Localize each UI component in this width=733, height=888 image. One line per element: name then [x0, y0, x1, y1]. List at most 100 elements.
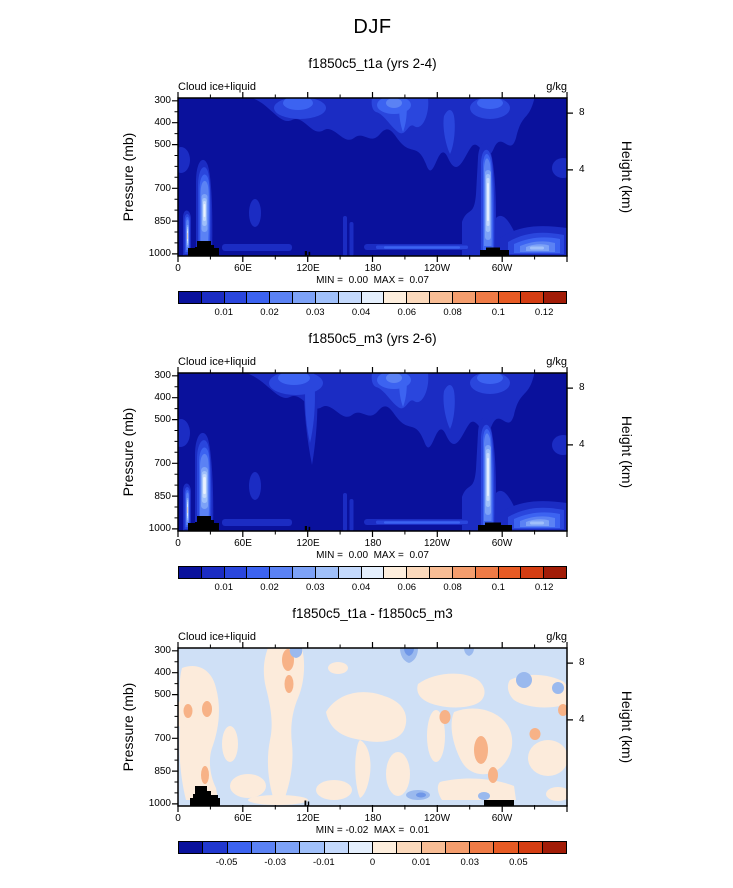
positive-strong-spots	[183, 649, 567, 784]
colorbar-box	[250, 842, 275, 853]
height-axis-title: Height (km)	[619, 690, 635, 764]
colorbar-box	[337, 292, 361, 303]
colorbar-box	[179, 292, 201, 303]
panel1-contour-field	[178, 98, 567, 256]
colorbar-box	[299, 842, 324, 853]
panel2-colorbar	[178, 566, 567, 579]
colorbar-box	[469, 842, 494, 853]
main-title: DJF	[353, 16, 392, 38]
panel3-subtitle: f1850c5_t1a - f1850c5_m3	[292, 606, 453, 621]
colorbar-box	[246, 567, 270, 578]
panel2-contour-field	[178, 373, 567, 531]
colorbar-box	[451, 292, 475, 303]
x-tick-label: 60W	[491, 538, 513, 549]
colorbar-label: 0.08	[443, 307, 462, 318]
panel3-field-label: Cloud ice+liquid	[178, 631, 256, 643]
colorbar-label: 0.06	[397, 307, 417, 318]
x-tick-label: 60W	[491, 263, 513, 274]
pressure-tick-label: 400	[154, 667, 171, 679]
panel2-subtitle: f1850c5_m3 (yrs 2-6)	[308, 331, 437, 346]
colorbar-label: 0.03	[306, 582, 325, 593]
topography-mask	[188, 516, 512, 531]
pressure-tick-label: 500	[154, 414, 171, 426]
colorbar-box	[179, 567, 201, 578]
colorbar-box	[497, 292, 521, 303]
panel3-colorbar-labels: -0.05 -0.03 -0.01 0 0.01 0.03 0.05	[178, 857, 567, 869]
panel2-min-max-label: MIN = 0.00 MAX = 0.07	[316, 550, 429, 561]
x-tick-label: 180	[364, 538, 382, 549]
pressure-tick-label: 300	[154, 645, 171, 657]
pressure-tick-label: 300	[154, 370, 171, 382]
x-tick-label: 0	[175, 813, 181, 824]
colorbar-box	[474, 567, 498, 578]
colorbar-label: 0.08	[443, 582, 462, 593]
colorbar-box	[269, 567, 293, 578]
panel1-colorbar-labels: 0.01 0.02 0.03 0.04 0.06 0.08 0.1 0.12	[178, 307, 567, 319]
x-tick-label: 180	[364, 813, 382, 824]
topography-mask	[188, 241, 509, 256]
pressure-tick-label: 850	[154, 765, 171, 777]
colorbar-box	[314, 567, 338, 578]
colorbar-label: 0.04	[351, 582, 371, 593]
colorbar-box	[406, 567, 430, 578]
colorbar-box	[202, 842, 227, 853]
pressure-tick-label: 500	[154, 139, 171, 151]
x-tick-label: 60E	[234, 538, 252, 549]
pressure-tick-label: 1000	[148, 248, 171, 260]
colorbar-box	[337, 567, 361, 578]
pressure-tick-label: 700	[154, 732, 171, 744]
pressure-tick-label: 1000	[148, 798, 171, 810]
colorbar-box	[396, 842, 421, 853]
x-tick-label: 60E	[234, 813, 252, 824]
colorbar-box	[179, 842, 203, 853]
x-tick-label: 60E	[234, 263, 252, 274]
colorbar-label: 0.01	[214, 582, 233, 593]
colorbar-label: 0.12	[534, 582, 554, 593]
colorbar-box	[520, 567, 544, 578]
topography-mask	[190, 786, 514, 806]
colorbar-box	[314, 292, 338, 303]
x-tick-label: 120E	[296, 538, 320, 549]
panel1-axis-frame	[172, 92, 573, 262]
panel1-field-label: Cloud ice+liquid	[178, 81, 256, 93]
colorbar-box	[226, 842, 251, 853]
colorbar-box	[292, 292, 315, 303]
panel2-colorbar-labels: 0.01 0.02 0.03 0.04 0.06 0.08 0.1 0.12	[178, 582, 567, 594]
colorbar-box	[517, 842, 542, 853]
panel1-colorbar	[178, 291, 567, 304]
height-tick-label: 8	[579, 382, 585, 393]
pressure-axis-title: Pressure (mb)	[120, 407, 136, 497]
colorbar-label: 0	[369, 857, 376, 868]
colorbar-label: 0.05	[509, 857, 528, 868]
colorbar-label: 0.03	[306, 307, 325, 318]
panel2-units-label: g/kg	[546, 356, 567, 368]
colorbar-box	[360, 292, 384, 303]
colorbar-box	[451, 567, 475, 578]
x-tick-label: 120W	[423, 263, 451, 274]
colorbar-box	[406, 292, 430, 303]
colorbar-label: -0.03	[264, 857, 287, 868]
colorbar-box	[520, 292, 544, 303]
pressure-tick-label: 700	[154, 182, 171, 194]
x-tick-label: 120W	[423, 813, 451, 824]
colorbar-label: 0.12	[534, 307, 554, 318]
colorbar-box	[200, 292, 224, 303]
panel3-axis-frame	[172, 642, 573, 812]
colorbar-box	[269, 292, 293, 303]
colorbar-box	[347, 842, 372, 853]
colorbar-box	[372, 842, 397, 853]
panel3-units-label: g/kg	[546, 631, 567, 643]
x-tick-label: 0	[175, 263, 181, 274]
colorbar-label: 0.1	[491, 307, 505, 318]
colorbar-box	[420, 842, 445, 853]
pressure-tick-label: 700	[154, 457, 171, 469]
colorbar-label: 0.02	[260, 582, 279, 593]
colorbar-box	[360, 567, 384, 578]
pressure-axis-title: Pressure (mb)	[120, 682, 136, 772]
pressure-tick-label: 300	[154, 95, 171, 107]
colorbar-label: -0.01	[313, 857, 335, 868]
pressure-tick-label: 850	[154, 215, 171, 227]
colorbar-box	[292, 567, 315, 578]
height-tick-label: 4	[579, 439, 585, 450]
